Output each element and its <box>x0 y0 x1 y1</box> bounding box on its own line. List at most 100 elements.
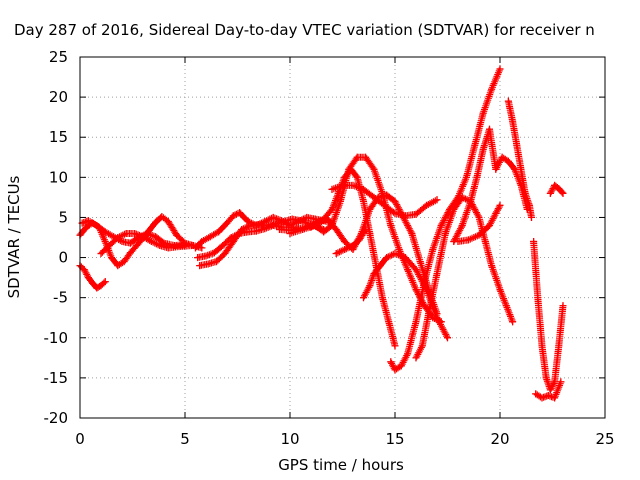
data-point-marker <box>546 386 554 394</box>
data-point-marker <box>362 225 370 233</box>
data-point-marker <box>391 366 399 374</box>
data-point-marker <box>513 141 521 149</box>
data-point-marker <box>412 354 420 362</box>
data-series <box>530 238 567 394</box>
data-series <box>387 65 504 374</box>
data-series <box>532 378 565 402</box>
data-point-marker <box>101 278 109 286</box>
data-point-marker <box>156 242 164 250</box>
x-tick-label: 5 <box>180 430 190 448</box>
data-point-marker <box>551 394 559 402</box>
data-point-marker <box>152 233 160 241</box>
data-point-marker <box>486 221 493 229</box>
data-point-marker <box>538 394 546 402</box>
data-point-marker <box>387 358 395 366</box>
data-point-marker <box>473 173 481 181</box>
data-point-marker <box>80 266 88 274</box>
data-point-marker <box>355 236 363 244</box>
data-point-marker <box>528 213 535 221</box>
y-axis-label: SDTVAR / TECUs <box>5 175 23 298</box>
data-point-marker <box>467 197 475 205</box>
data-point-marker <box>206 233 214 241</box>
data-point-marker <box>108 254 115 262</box>
data-point-marker <box>412 210 420 218</box>
data-point-marker <box>496 65 504 73</box>
data-point-marker <box>496 201 504 209</box>
data-point-marker <box>271 220 279 228</box>
plus-marker-trail <box>76 262 109 292</box>
data-point-marker <box>215 228 223 236</box>
data-point-marker <box>84 217 92 225</box>
data-point-marker <box>345 165 353 173</box>
data-point-marker <box>152 218 160 226</box>
data-point-marker <box>246 221 254 229</box>
data-point-marker <box>402 254 409 262</box>
data-point-marker <box>381 201 388 209</box>
data-point-marker <box>114 234 122 241</box>
data-point-marker <box>158 213 166 221</box>
data-point-marker <box>362 153 370 161</box>
data-point-marker <box>280 217 288 225</box>
data-point-marker <box>532 390 540 398</box>
data-point-marker <box>286 229 294 237</box>
data-point-marker <box>418 342 426 350</box>
data-point-marker <box>276 225 283 233</box>
data-point-marker <box>202 252 210 260</box>
data-point-marker <box>385 318 393 326</box>
y-tick-label: 15 <box>49 128 68 146</box>
data-point-marker <box>114 262 122 270</box>
data-point-marker <box>177 242 185 250</box>
x-tick-label: 10 <box>280 430 299 448</box>
data-point-marker <box>370 165 378 173</box>
data-point-marker <box>101 228 109 236</box>
data-point-marker <box>131 229 139 237</box>
data-series <box>76 262 109 292</box>
data-point-marker <box>498 153 506 161</box>
data-points <box>76 65 567 402</box>
data-point-marker <box>450 205 458 213</box>
data-point-marker <box>486 125 493 133</box>
data-point-marker <box>336 197 344 205</box>
data-point-marker <box>366 229 374 237</box>
data-point-marker <box>538 342 546 350</box>
data-point-marker <box>93 221 101 229</box>
data-point-marker <box>502 302 510 310</box>
data-point-marker <box>404 350 412 358</box>
data-point-marker <box>454 238 462 246</box>
y-tick-label: 10 <box>49 168 68 186</box>
data-point-marker <box>353 153 361 161</box>
data-point-marker <box>559 302 567 310</box>
data-point-marker <box>391 209 399 217</box>
data-point-marker <box>408 229 416 237</box>
data-point-marker <box>475 231 483 239</box>
data-point-marker <box>196 262 204 270</box>
data-point-marker <box>93 284 101 292</box>
data-point-marker <box>192 244 199 252</box>
data-point-marker <box>221 250 229 258</box>
data-point-marker <box>437 221 445 229</box>
y-tick-label: -10 <box>44 329 69 347</box>
data-point-marker <box>481 238 489 246</box>
data-point-marker <box>173 231 181 239</box>
data-point-marker <box>332 250 340 258</box>
data-series <box>454 201 504 246</box>
data-point-marker <box>395 246 403 254</box>
data-point-marker <box>557 378 565 386</box>
data-point-marker <box>164 217 172 225</box>
data-point-marker <box>263 221 271 229</box>
data-point-marker <box>462 173 470 181</box>
data-point-marker <box>391 342 399 350</box>
data-point-marker <box>496 286 504 294</box>
data-point-marker <box>198 238 206 246</box>
data-point-marker <box>397 362 405 370</box>
plus-marker-trail <box>530 238 567 394</box>
data-point-marker <box>504 97 512 105</box>
x-tick-label: 15 <box>385 430 404 448</box>
data-point-marker <box>324 215 332 223</box>
data-point-marker <box>378 294 386 302</box>
data-point-marker <box>458 193 466 201</box>
data-point-marker <box>525 201 533 209</box>
data-point-marker <box>299 225 307 233</box>
x-tick-label: 25 <box>595 430 614 448</box>
